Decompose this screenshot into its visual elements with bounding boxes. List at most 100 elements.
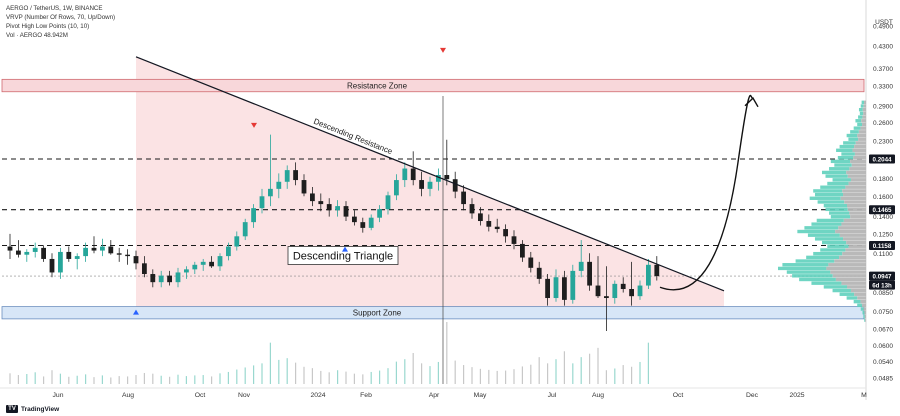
candle-body [604, 296, 609, 299]
volume-profile-bar [852, 148, 866, 152]
volume-profile-bar [854, 292, 866, 296]
volume-profile-bar [797, 229, 836, 234]
volume-bar [202, 375, 204, 384]
volume-bar [219, 373, 221, 384]
candle-body [226, 246, 231, 257]
tradingview-logo[interactable]: TV TradingView [6, 405, 59, 413]
volume-bar [26, 374, 28, 384]
candle-body [545, 278, 550, 299]
volume-bar [244, 367, 246, 384]
price-badge [869, 271, 895, 281]
volume-profile-bar [850, 215, 866, 219]
volume-bar [135, 375, 137, 384]
candle-body [419, 180, 424, 189]
candle-body [478, 213, 483, 222]
y-tick-label: 0.2600 [873, 120, 893, 127]
y-tick-label: 0.2300 [873, 139, 893, 146]
volume-bar [9, 373, 11, 384]
volume-profile-bar [855, 141, 866, 145]
volume-profile-bar [809, 196, 841, 200]
volume-bar [488, 369, 490, 384]
volume-bar [236, 369, 238, 384]
volume-bar [345, 371, 347, 384]
x-tick-label: Jul [548, 392, 557, 399]
volume-profile-bar [844, 200, 866, 204]
volume-profile-bar [842, 189, 866, 193]
candle-body [595, 285, 601, 297]
volume-profile-bar [862, 115, 866, 119]
volume-bar [127, 376, 129, 384]
volume-bar [437, 361, 439, 384]
legend-symbol[interactable]: AERGO / TetherUS, 1W, BINANCE [6, 5, 103, 12]
volume-bar [362, 374, 364, 384]
volume-profile-bar [841, 281, 866, 285]
candle-body [150, 274, 156, 283]
volume-bar [555, 359, 557, 384]
candle-body [377, 209, 382, 218]
volume-profile-bar [850, 288, 866, 293]
legend-vrvp[interactable]: VRVP (Number Of Rows, 70, Up/Down) [6, 14, 116, 21]
volume-bar [295, 362, 297, 384]
candle-body [385, 195, 391, 210]
volume-profile-bar [860, 126, 866, 130]
volume-profile-bar [858, 137, 866, 141]
volume-profile-bar [814, 192, 844, 197]
volume-profile-bar [863, 314, 865, 319]
legend-volume[interactable]: Vol · AERGO 48.942M [6, 32, 68, 39]
y-tick-label: 0.1250 [873, 231, 893, 238]
volume-bar [370, 371, 372, 384]
candle-body [486, 221, 492, 227]
x-tick-label: Aug [592, 392, 604, 399]
volume-profile-bar [849, 167, 866, 171]
candle-body [520, 243, 525, 258]
volume-bar [395, 361, 397, 384]
volume-profile-bar [851, 163, 866, 167]
candle-body [410, 168, 416, 181]
volume-bar [118, 376, 120, 384]
volume-bar [211, 376, 213, 384]
candle-body [184, 269, 189, 273]
volume-bar [43, 376, 45, 384]
volume-profile-bar [845, 248, 866, 252]
candle-body [461, 191, 466, 205]
candle-body [200, 261, 206, 265]
volume-bar [647, 342, 649, 384]
volume-profile-bar [857, 122, 863, 127]
price-badge-label: 0.0947 [873, 274, 892, 281]
volume-bar [521, 366, 523, 384]
volume-profile-bar [862, 122, 866, 127]
volume-profile-bar [795, 259, 835, 263]
volume-bar [261, 363, 263, 384]
volume-profile-bar [864, 318, 866, 322]
volume-profile-bar [839, 233, 866, 237]
volume-profile-bar [864, 311, 866, 315]
volume-bar [143, 372, 145, 384]
volume-profile-bar [807, 233, 840, 237]
volume-bar [169, 376, 171, 384]
projection-arrow [659, 94, 754, 291]
volume-profile-bar [830, 159, 851, 164]
volume-profile-bar [823, 203, 847, 208]
volume-profile-bar [835, 229, 866, 234]
candle-body [234, 236, 240, 247]
volume-profile-bar [858, 130, 866, 134]
x-tick-label: Oct [673, 392, 684, 399]
candle-body [133, 256, 139, 264]
price-badge-label: 0.1465 [873, 207, 892, 214]
projection-arrowhead [744, 96, 759, 108]
volume-profile-bar [822, 170, 847, 175]
candle-body [100, 246, 105, 251]
legend-pivot[interactable]: Pivot High Low Points (10, 10) [6, 23, 90, 30]
volume-profile-bar [838, 226, 866, 230]
candle-body [142, 263, 147, 275]
y-tick-label: 0.0600 [873, 343, 893, 350]
candle-body [360, 222, 366, 228]
pattern-label: Descending Triangle [293, 251, 393, 263]
volume-bar [337, 370, 339, 384]
y-tick-label: 0.1100 [873, 251, 893, 258]
candle-body [259, 196, 265, 209]
candle-body [452, 179, 458, 192]
volume-bar [387, 368, 389, 384]
candle-body [335, 206, 340, 211]
